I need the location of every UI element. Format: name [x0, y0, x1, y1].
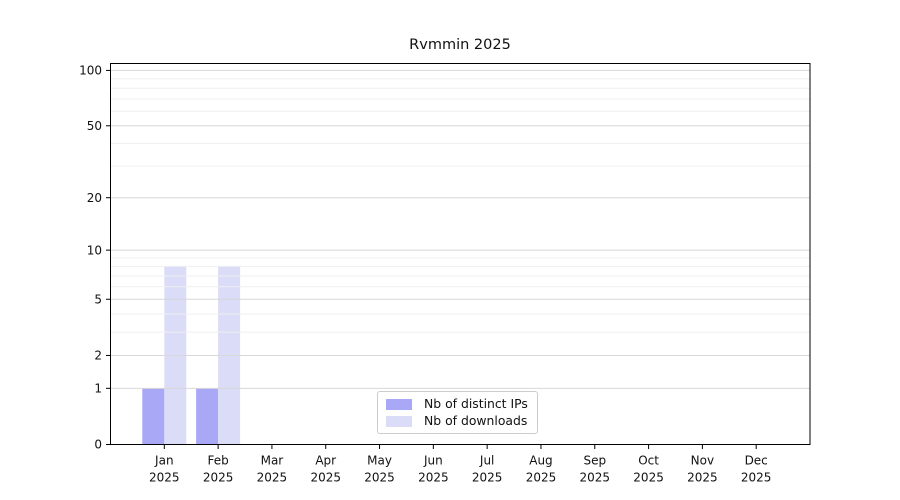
- x-axis: Jan 2025 Feb 2025 Mar 2025 Apr 2025 May 2025 Jun 20…: [149, 444, 772, 485]
- legend: Nb of distinct IPs Nb of downloads: [377, 391, 538, 434]
- y-tick-label: 5: [94, 292, 102, 306]
- y-tick-label: 0: [94, 438, 102, 452]
- legend-label-distinct-ips: Nb of distinct IPs: [424, 396, 528, 411]
- x-tick-label-year: 2025: [257, 471, 288, 485]
- x-tick-label-year: 2025: [741, 471, 772, 485]
- y-axis: 0 1 2 5 10 20 50 100: [79, 64, 111, 452]
- legend-label-downloads: Nb of downloads: [424, 413, 528, 428]
- x-tick-label-month: Nov: [691, 454, 714, 468]
- gridlines-layer: [110, 69, 810, 389]
- x-tick-label-year: 2025: [687, 471, 718, 485]
- x-tick-label-month: Aug: [529, 454, 552, 468]
- x-tick-label-year: 2025: [364, 471, 395, 485]
- x-tick-label-month: Sep: [583, 454, 606, 468]
- x-tick-label-month: Feb: [207, 454, 228, 468]
- bar-feb-distinct-ips: [196, 388, 219, 445]
- x-tick-label-year: 2025: [149, 471, 180, 485]
- y-tick-label: 10: [87, 243, 102, 257]
- y-tick-label: 1: [94, 382, 102, 396]
- x-tick-label-year: 2025: [579, 471, 610, 485]
- x-tick-label-month: Mar: [261, 454, 284, 468]
- x-tick-label-year: 2025: [203, 471, 234, 485]
- x-tick-label-year: 2025: [310, 471, 341, 485]
- x-tick-label-year: 2025: [472, 471, 503, 485]
- bar-jan-distinct-ips: [142, 388, 165, 445]
- x-tick-label-month: Jan: [154, 454, 174, 468]
- legend-swatch-distinct-ips: [386, 398, 412, 410]
- x-tick-label-month: Jun: [423, 454, 443, 468]
- legend-item-distinct-ips: Nb of distinct IPs: [386, 396, 528, 412]
- x-tick-label-month: Oct: [638, 454, 659, 468]
- y-tick-label: 2: [94, 349, 102, 363]
- y-tick-label: 100: [79, 64, 102, 78]
- y-tick-label: 20: [87, 191, 102, 205]
- y-tick-label: 50: [87, 119, 102, 133]
- x-tick-label-month: Apr: [315, 454, 336, 468]
- legend-swatch-downloads: [386, 415, 412, 427]
- x-tick-label-month: Jul: [479, 454, 494, 468]
- plot-frame: [110, 63, 811, 445]
- x-tick-label-year: 2025: [633, 471, 664, 485]
- x-tick-label-year: 2025: [526, 471, 557, 485]
- chart-title: Rvmmin 2025: [409, 37, 511, 53]
- x-tick-label-month: May: [367, 454, 392, 468]
- x-tick-label-month: Dec: [745, 454, 768, 468]
- legend-item-downloads: Nb of downloads: [386, 413, 528, 429]
- x-tick-label-year: 2025: [418, 471, 449, 485]
